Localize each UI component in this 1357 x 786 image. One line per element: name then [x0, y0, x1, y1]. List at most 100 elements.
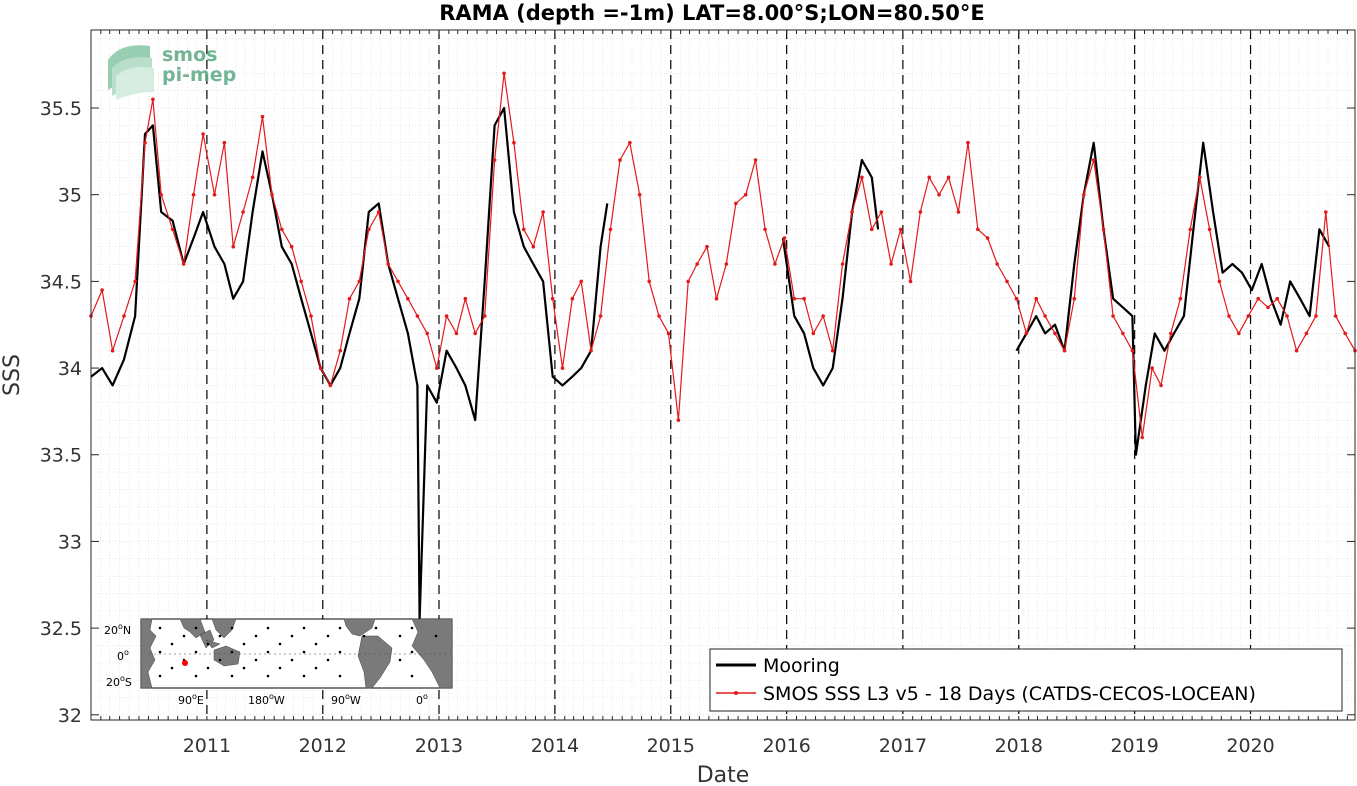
smos-point [191, 192, 196, 197]
smos-point [1207, 227, 1212, 232]
equator-dot [224, 653, 226, 655]
smos-point [318, 366, 323, 370]
equator-dot [229, 653, 231, 655]
smos-point [927, 175, 932, 180]
smos-point [260, 114, 265, 119]
equator-dot [429, 653, 431, 655]
smos-point [212, 192, 217, 197]
x-tick-label-2014: 2014 [531, 735, 579, 757]
mooring-site-dot [206, 642, 210, 646]
smos-point [299, 279, 303, 284]
y-tick-label-32.5: 32.5 [40, 618, 82, 640]
mooring-site-dot [314, 666, 318, 670]
mooring-site-dot [242, 666, 246, 670]
smos-series-line-3 [90, 72, 1356, 438]
mooring-site-dot [410, 650, 414, 654]
mooring-site-dot [338, 650, 342, 654]
smos-point [821, 314, 825, 318]
smos-point [743, 192, 748, 197]
equator-dot [354, 653, 356, 655]
smos-point [241, 210, 245, 214]
mooring-site-dot [230, 674, 234, 678]
equator-dot [164, 653, 166, 655]
smos-point [695, 262, 699, 266]
legend-box [709, 648, 1343, 712]
equator-dot [234, 653, 236, 655]
smos-point [110, 348, 115, 353]
mooring-site-dot [290, 658, 294, 662]
smos-point [830, 348, 835, 353]
smos-point [589, 348, 593, 353]
smos-point [647, 279, 651, 284]
smos-point [338, 348, 343, 353]
mooring-site-dot [158, 626, 162, 630]
equator-dot [369, 653, 371, 655]
smos-point [222, 140, 227, 145]
inset-lon-0: 0 [416, 694, 423, 707]
smos-point [1304, 331, 1309, 336]
smos-point [463, 296, 468, 301]
equator-dot [444, 653, 446, 655]
equator-dot [399, 653, 401, 655]
smos-point [376, 210, 381, 214]
smos-point [328, 383, 333, 388]
smos-point [1130, 348, 1135, 353]
smos-point [1082, 192, 1086, 197]
equator-dot [209, 653, 211, 655]
smos-point [908, 279, 913, 284]
equator-dot [194, 653, 196, 655]
equator-dot [319, 653, 321, 655]
smos-point [1121, 331, 1125, 336]
equator-dot [169, 653, 171, 655]
smos-point [1188, 227, 1193, 232]
smos-point [1014, 296, 1019, 301]
x-axis-label: Date [697, 763, 750, 786]
equator-dot [339, 653, 341, 655]
equator-dot [364, 653, 366, 655]
smos-point [170, 227, 175, 232]
y-tick-label-35: 35 [58, 185, 82, 207]
equator-dot [419, 653, 421, 655]
smos-point [181, 262, 186, 266]
equator-dot [154, 653, 156, 655]
smos-point [531, 244, 536, 249]
plot-frame [90, 29, 1356, 721]
smos-point [966, 140, 970, 145]
mooring-site-dot [206, 666, 210, 670]
equator-dot [314, 653, 316, 655]
mooring-site-dot [266, 674, 270, 678]
smos-point [724, 262, 729, 266]
mooring-site-dot [218, 634, 222, 638]
equator-dot [269, 653, 271, 655]
x-tick-label-2019: 2019 [1110, 735, 1158, 757]
smos-point [396, 279, 400, 284]
smos-point [1294, 348, 1299, 353]
mooring-site-dot [362, 634, 366, 638]
chart-title: RAMA (depth =-1m) LAT=8.00°S;LON=80.50°E [439, 1, 985, 25]
mooring-sites [149, 626, 451, 678]
smos-point [1178, 296, 1183, 301]
smos-point [976, 227, 980, 232]
equator-dot [374, 653, 376, 655]
equator-dot [284, 653, 286, 655]
smos-point [386, 262, 390, 266]
smos-point [1343, 331, 1347, 336]
smos-point [270, 192, 274, 197]
equator-dot [239, 653, 241, 655]
mooring-site-dot [182, 634, 186, 638]
svg-text:20oS: 20oS [106, 674, 132, 689]
x-tick-label-2016: 2016 [762, 735, 810, 757]
y-tick-label-35.5: 35.5 [40, 98, 82, 120]
equator-dot [174, 653, 176, 655]
smos-point [143, 140, 147, 145]
smos-point [550, 296, 555, 301]
smos-point [560, 366, 565, 370]
smos-point [521, 227, 526, 232]
smos-point [579, 279, 584, 284]
smos-point [444, 314, 449, 318]
equator-dot [334, 653, 336, 655]
smos-point [1285, 314, 1289, 318]
smos-point [1062, 348, 1067, 353]
mooring-site-dot [278, 666, 282, 670]
mooring-site-dot [242, 642, 246, 646]
